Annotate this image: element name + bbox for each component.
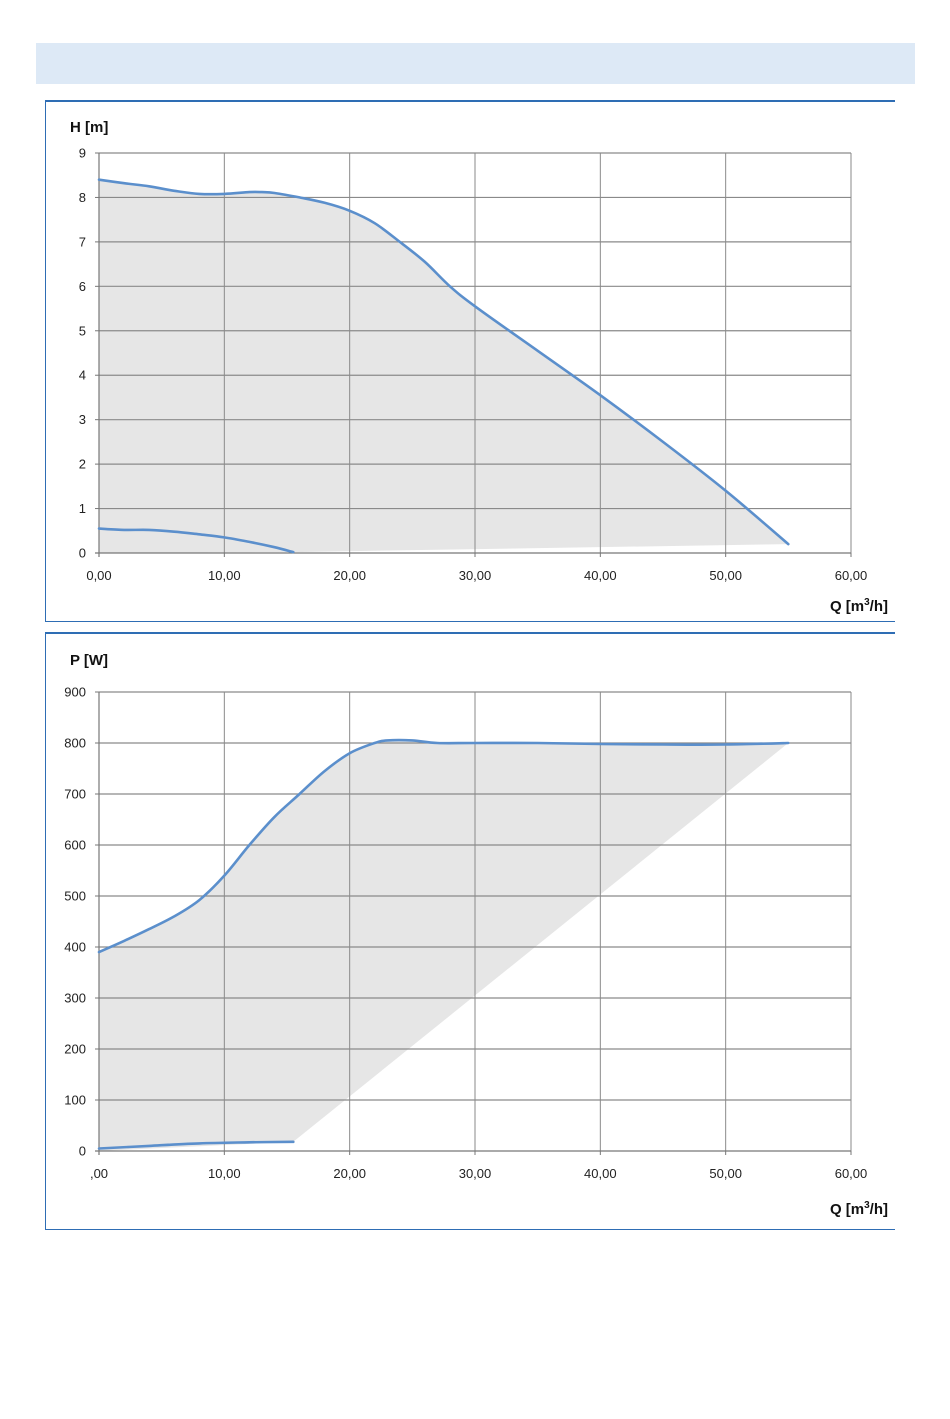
- head-y-tick-label: 9: [79, 146, 86, 161]
- head-y-tick-label: 8: [79, 190, 86, 205]
- head-y-tick-label: 6: [79, 279, 86, 294]
- head-y-axis-title: H [m]: [70, 119, 108, 136]
- head-min-curve: [97, 527, 295, 554]
- head-x-tick-label: 60,00: [835, 568, 868, 583]
- head-x-tick-label: 0,00: [86, 568, 111, 583]
- head-x-axis-title: Q [m3/h]: [830, 597, 888, 615]
- head-y-tick-label: 7: [79, 234, 86, 249]
- power-y-tick-label: 900: [64, 685, 86, 700]
- head-x-axis-title-sup: 3: [864, 597, 870, 608]
- power-y-axis-title: P [W]: [70, 652, 108, 669]
- power-x-tick-label: 30,00: [459, 1166, 492, 1181]
- power-y-tick-label: 300: [64, 991, 86, 1006]
- power-y-tick-label: 400: [64, 940, 86, 955]
- power-x-tick-label: 40,00: [584, 1166, 617, 1181]
- power-y-tick-label: 500: [64, 889, 86, 904]
- power-y-tick-label: 600: [64, 838, 86, 853]
- power-y-tick-label: 700: [64, 787, 86, 802]
- header-bar: [36, 43, 915, 84]
- power-y-tick-label: 200: [64, 1042, 86, 1057]
- power-x-axis-title-tail: /h]: [870, 1201, 888, 1218]
- power-min-curve: [97, 1140, 295, 1150]
- head-max-curve: [97, 178, 790, 546]
- head-y-tick-label: 0: [79, 546, 86, 561]
- head-x-axis-title-main: Q [m: [830, 598, 864, 615]
- head-x-tick-label: 20,00: [333, 568, 366, 583]
- head-y-tick-label: 4: [79, 368, 86, 383]
- power-x-tick-label: ,00: [90, 1166, 108, 1181]
- head-x-axis-title-tail: /h]: [870, 598, 888, 615]
- power-x-axis-title: Q [m3/h]: [830, 1200, 888, 1218]
- power-chart-panel: 0 100 200 300 400 500 600 700 800 900 ,00 10,00 20,0…: [45, 632, 895, 1230]
- head-flow-chart: 0 1 2 3 4 5 6 7 8 9 0,00 10,00 20,00 30,00 40,00 50,00 6…: [70, 119, 888, 615]
- power-x-tick-label: 50,00: [709, 1166, 742, 1181]
- power-x-axis-title-main: Q [m: [830, 1201, 864, 1218]
- power-y-tick-label: 0: [79, 1144, 86, 1159]
- power-max-curve: [97, 738, 790, 954]
- power-flow-chart: 0 100 200 300 400 500 600 700 800 900 ,00 10,00 20,0…: [64, 652, 888, 1218]
- head-x-tick-label: 30,00: [459, 568, 492, 583]
- power-y-tick-label: 800: [64, 736, 86, 751]
- power-operating-area: [99, 740, 789, 1151]
- head-x-tick-label: 10,00: [208, 568, 241, 583]
- head-x-tick-label: 40,00: [584, 568, 617, 583]
- power-y-tick-label: 100: [64, 1093, 86, 1108]
- power-x-tick-label: 10,00: [208, 1166, 241, 1181]
- head-y-tick-label: 5: [79, 323, 86, 338]
- head-y-tick-label: 1: [79, 501, 86, 516]
- power-x-axis-title-sup: 3: [864, 1200, 870, 1211]
- head-x-tick-label: 50,00: [709, 568, 742, 583]
- head-chart-panel: 0 1 2 3 4 5 6 7 8 9 0,00 10,00 20,00 30,00 40,00 50,00 6…: [45, 100, 895, 622]
- power-x-tick-label: 60,00: [835, 1166, 868, 1181]
- head-operating-area: [99, 179, 789, 553]
- power-x-tick-label: 20,00: [333, 1166, 366, 1181]
- head-y-tick-label: 3: [79, 412, 86, 427]
- head-y-tick-label: 2: [79, 457, 86, 472]
